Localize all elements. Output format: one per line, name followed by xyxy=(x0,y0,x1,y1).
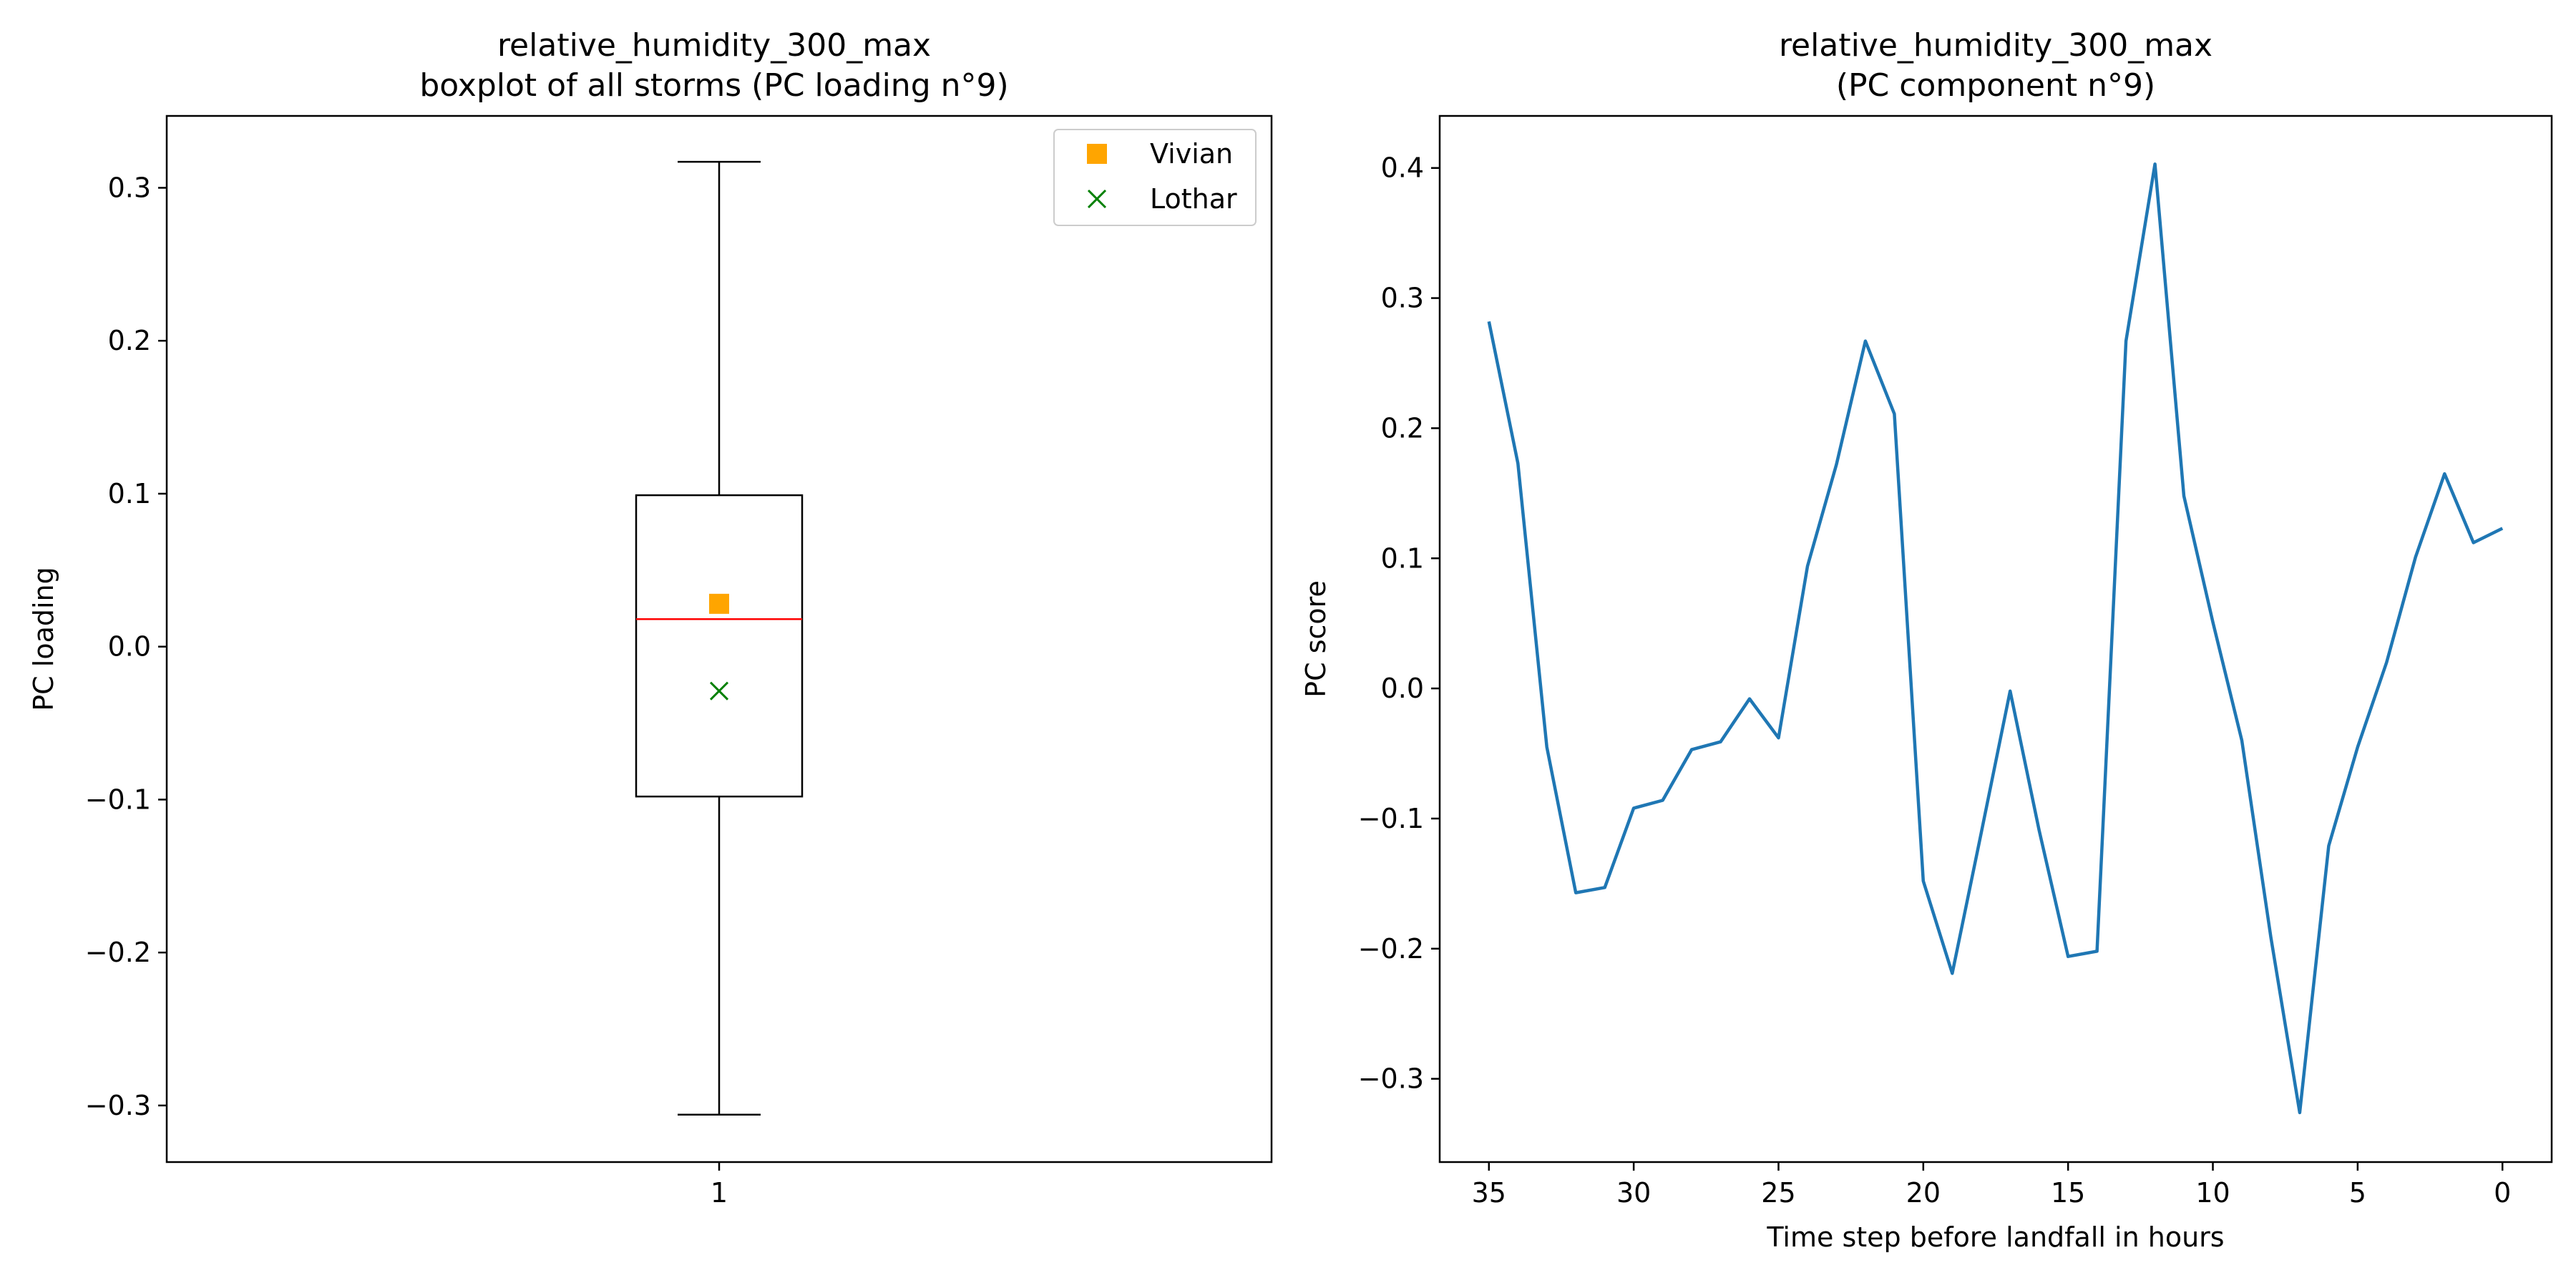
line-chart-x-tick-label: 10 xyxy=(2195,1177,2230,1209)
legend-marker-vivian xyxy=(1087,144,1107,164)
line-chart-x-tick-label: 25 xyxy=(1761,1177,1795,1209)
marker-lothar xyxy=(709,681,729,701)
line-chart-y-tick-label: 0.0 xyxy=(1381,673,1424,704)
line-chart-x-ticks: 35 30 25 20 15 10 5 0 xyxy=(1472,1162,2511,1209)
legend-marker-lothar xyxy=(1087,189,1107,209)
boxplot-y-axis-label: PC loading xyxy=(28,567,59,711)
interquartile-box xyxy=(635,494,804,798)
line-chart-y-tick-label: −0.2 xyxy=(1358,933,1424,965)
line-chart-y-tick-label: 0.2 xyxy=(1381,412,1424,444)
pc-score-series-line xyxy=(1487,162,2504,1115)
boxplot-y-tick-label: 0.1 xyxy=(108,478,151,509)
line-chart-y-ticks: −0.3 −0.2 −0.1 0.0 0.1 0.2 0.3 0.4 xyxy=(1358,152,1440,1095)
line-chart-title-line1: relative_humidity_300_max xyxy=(1779,27,2212,64)
line-chart-y-tick-label: 0.3 xyxy=(1381,283,1424,314)
line-chart-axes-frame xyxy=(1438,114,2553,1163)
line-chart-title-line2: (PC component n°9) xyxy=(1836,67,2155,104)
legend: Vivian Lothar xyxy=(1053,129,1257,226)
line-chart-y-axis-label: PC score xyxy=(1300,580,1332,698)
boxplot-title-line1: relative_humidity_300_max xyxy=(497,27,931,64)
boxplot-y-tick-label: 0.3 xyxy=(108,172,151,203)
legend-label-vivian: Vivian xyxy=(1150,138,1233,170)
boxplot-panel: relative_humidity_300_max boxplot of all… xyxy=(28,27,1273,1209)
line-chart-x-tick-label: 20 xyxy=(1906,1177,1941,1209)
boxplot-axes-frame xyxy=(165,114,1273,1163)
boxplot-y-tick-label: −0.3 xyxy=(85,1090,151,1121)
boxplot-y-tick-label: 0.2 xyxy=(108,325,151,356)
boxplot-y-tick-label: −0.1 xyxy=(85,784,151,815)
boxplot-box xyxy=(635,160,804,1116)
boxplot-y-tick-label: 0.0 xyxy=(108,631,151,663)
line-chart-x-axis-label: Time step before landfall in hours xyxy=(1766,1221,2224,1253)
boxplot-y-tick-label: −0.2 xyxy=(85,937,151,968)
line-chart-y-tick-label: −0.1 xyxy=(1358,803,1424,834)
line-chart-y-tick-label: 0.4 xyxy=(1381,152,1424,184)
line-chart-y-tick-label: −0.3 xyxy=(1358,1063,1424,1095)
line-chart-x-tick-label: 15 xyxy=(2051,1177,2085,1209)
marker-vivian xyxy=(709,593,729,614)
line-chart-x-tick-label: 35 xyxy=(1472,1177,1506,1209)
boxplot-x-tick-label: 1 xyxy=(711,1177,728,1209)
storm-markers xyxy=(709,593,729,701)
line-chart-panel: relative_humidity_300_max (PC component … xyxy=(1300,27,2553,1253)
line-chart-x-tick-label: 30 xyxy=(1616,1177,1651,1209)
boxplot-y-ticks: −0.3 −0.2 −0.1 0.0 0.1 0.2 0.3 xyxy=(85,172,167,1121)
line-chart-y-tick-label: 0.1 xyxy=(1381,542,1424,574)
boxplot-title-line2: boxplot of all storms (PC loading n°9) xyxy=(419,67,1008,104)
line-chart-x-tick-label: 0 xyxy=(2494,1177,2511,1209)
boxplot-x-ticks: 1 xyxy=(711,1162,728,1209)
legend-label-lothar: Lothar xyxy=(1150,183,1237,215)
line-chart-x-tick-label: 5 xyxy=(2349,1177,2366,1209)
